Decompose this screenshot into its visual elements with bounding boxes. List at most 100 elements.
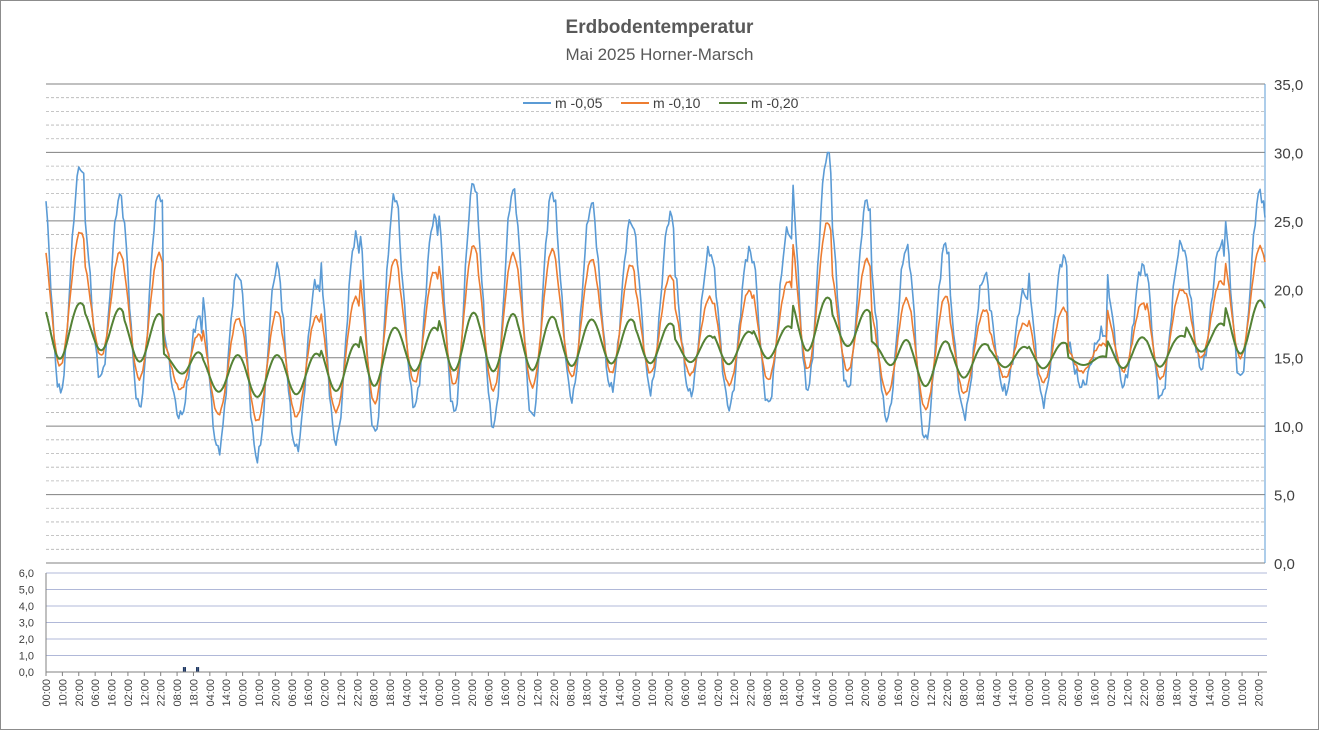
rain-axis: 0,0 1,0 2,0 3,0 4,0 5,0 6,0 bbox=[19, 568, 47, 679]
rain-bar bbox=[182, 667, 185, 672]
x-tick-label: 00:00 bbox=[1221, 679, 1233, 707]
x-tick-label: 14:00 bbox=[1204, 679, 1216, 707]
series-line-2 bbox=[45, 296, 1266, 398]
rain-y-tick-label: 3,0 bbox=[19, 618, 34, 630]
x-tick-label: 18:00 bbox=[188, 679, 200, 707]
rain-y-tick-label: 6,0 bbox=[19, 568, 34, 580]
series-line-1 bbox=[45, 222, 1266, 422]
y-tick-label: 5,0 bbox=[1274, 488, 1295, 505]
x-tick-label: 12:00 bbox=[336, 679, 348, 707]
x-tick-label: 04:00 bbox=[991, 679, 1003, 707]
x-tick-label: 08:00 bbox=[565, 679, 577, 707]
x-tick-label: 10:00 bbox=[451, 679, 463, 707]
x-tick-label: 08:00 bbox=[172, 679, 184, 707]
x-tick-label: 18:00 bbox=[385, 679, 397, 707]
x-tick-label: 10:00 bbox=[1237, 679, 1249, 707]
x-tick-label: 08:00 bbox=[959, 679, 971, 707]
x-tick-label: 00:00 bbox=[827, 679, 839, 707]
x-tick-label: 04:00 bbox=[598, 679, 610, 707]
x-tick-label: 04:00 bbox=[401, 679, 413, 707]
x-tick-label: 20:00 bbox=[467, 679, 479, 707]
rain-bar bbox=[197, 667, 200, 672]
x-tick-label: 14:00 bbox=[614, 679, 626, 707]
legend-label-1: m -0,10 bbox=[653, 95, 701, 111]
x-tick-label: 02:00 bbox=[320, 679, 332, 707]
x-tick-label: 02:00 bbox=[713, 679, 725, 707]
x-tick-label: 16:00 bbox=[303, 679, 315, 707]
x-tick-label: 22:00 bbox=[1139, 679, 1151, 707]
temperature-lines bbox=[45, 151, 1266, 464]
x-tick-label: 16:00 bbox=[1090, 679, 1102, 707]
legend-label-2: m -0,20 bbox=[751, 95, 799, 111]
x-tick-label: 12:00 bbox=[1122, 679, 1134, 707]
x-tick-label: 20:00 bbox=[860, 679, 872, 707]
x-tick-label: 06:00 bbox=[90, 679, 102, 707]
x-tick-label: 14:00 bbox=[1008, 679, 1020, 707]
x-tick-label: 18:00 bbox=[582, 679, 594, 707]
x-tick-label: 02:00 bbox=[516, 679, 528, 707]
x-tick-label: 16:00 bbox=[893, 679, 905, 707]
x-tick-label: 18:00 bbox=[1172, 679, 1184, 707]
y-tick-label: 35,0 bbox=[1274, 77, 1303, 94]
x-tick-label: 20:00 bbox=[74, 679, 86, 707]
x-tick-label: 16:00 bbox=[500, 679, 512, 707]
x-tick-label: 22:00 bbox=[942, 679, 954, 707]
y-tick-label: 30,0 bbox=[1274, 145, 1303, 162]
y-tick-label: 20,0 bbox=[1274, 282, 1303, 299]
x-tick-label: 22:00 bbox=[156, 679, 168, 707]
x-tick-label: 00:00 bbox=[238, 679, 250, 707]
x-tick-label: 06:00 bbox=[483, 679, 495, 707]
x-tick-label: 04:00 bbox=[795, 679, 807, 707]
y-tick-label: 25,0 bbox=[1274, 214, 1303, 231]
x-tick-label: 14:00 bbox=[221, 679, 233, 707]
x-tick-label: 18:00 bbox=[975, 679, 987, 707]
temperature-grid bbox=[46, 83, 1265, 564]
y-tick-label: 15,0 bbox=[1274, 351, 1303, 368]
x-tick-label: 00:00 bbox=[1024, 679, 1036, 707]
rain-bars bbox=[182, 667, 200, 672]
x-tick-label: 06:00 bbox=[287, 679, 299, 707]
rain-y-tick-label: 0,0 bbox=[19, 667, 34, 679]
x-tick-label: 20:00 bbox=[270, 679, 282, 707]
rain-grid bbox=[46, 572, 1267, 673]
x-tick-label: 02:00 bbox=[1106, 679, 1118, 707]
chart-subtitle: Mai 2025 Horner-Marsch bbox=[565, 45, 754, 64]
y-tick-label: 0,0 bbox=[1274, 556, 1295, 573]
x-tick-label: 22:00 bbox=[352, 679, 364, 707]
rain-y-tick-label: 5,0 bbox=[19, 585, 34, 597]
x-tick-label: 20:00 bbox=[664, 679, 676, 707]
chart-title: Erdbodentemperatur bbox=[565, 17, 754, 38]
x-tick-label: 02:00 bbox=[123, 679, 135, 707]
x-tick-label: 06:00 bbox=[1073, 679, 1085, 707]
x-tick-label: 12:00 bbox=[926, 679, 938, 707]
rain-y-tick-label: 4,0 bbox=[19, 601, 34, 613]
x-tick-label: 10:00 bbox=[844, 679, 856, 707]
x-tick-label: 00:00 bbox=[434, 679, 446, 707]
x-tick-label: 12:00 bbox=[139, 679, 151, 707]
rain-bar bbox=[184, 667, 187, 672]
rain-y-tick-label: 2,0 bbox=[19, 634, 34, 646]
x-tick-label: 12:00 bbox=[533, 679, 545, 707]
x-tick-label: 10:00 bbox=[254, 679, 266, 707]
x-tick-label: 00:00 bbox=[631, 679, 643, 707]
legend-label-0: m -0,05 bbox=[555, 95, 603, 111]
x-tick-label: 18:00 bbox=[778, 679, 790, 707]
x-tick-label: 16:00 bbox=[107, 679, 119, 707]
legend: m -0,05 m -0,10 m -0,20 bbox=[523, 95, 799, 111]
x-tick-label: 00:00 bbox=[41, 679, 53, 707]
x-tick-label: 22:00 bbox=[549, 679, 561, 707]
x-tick-label: 10:00 bbox=[57, 679, 69, 707]
x-tick-label: 20:00 bbox=[1057, 679, 1069, 707]
x-tick-label: 04:00 bbox=[205, 679, 217, 707]
x-tick-label: 10:00 bbox=[647, 679, 659, 707]
x-tick-label: 12:00 bbox=[729, 679, 741, 707]
x-tick-label: 16:00 bbox=[696, 679, 708, 707]
x-tick-label: 14:00 bbox=[418, 679, 430, 707]
rain-bar bbox=[195, 667, 198, 672]
temperature-axis: 0,0 5,0 10,0 15,0 20,0 25,0 30,0 35,0 bbox=[1264, 77, 1303, 573]
x-axis: 00:00 10:00 20:00 06:00 16:00 02:00 12:00 22:00… bbox=[41, 671, 1267, 707]
x-tick-label: 10:00 bbox=[1040, 679, 1052, 707]
x-tick-label: 08:00 bbox=[1155, 679, 1167, 707]
